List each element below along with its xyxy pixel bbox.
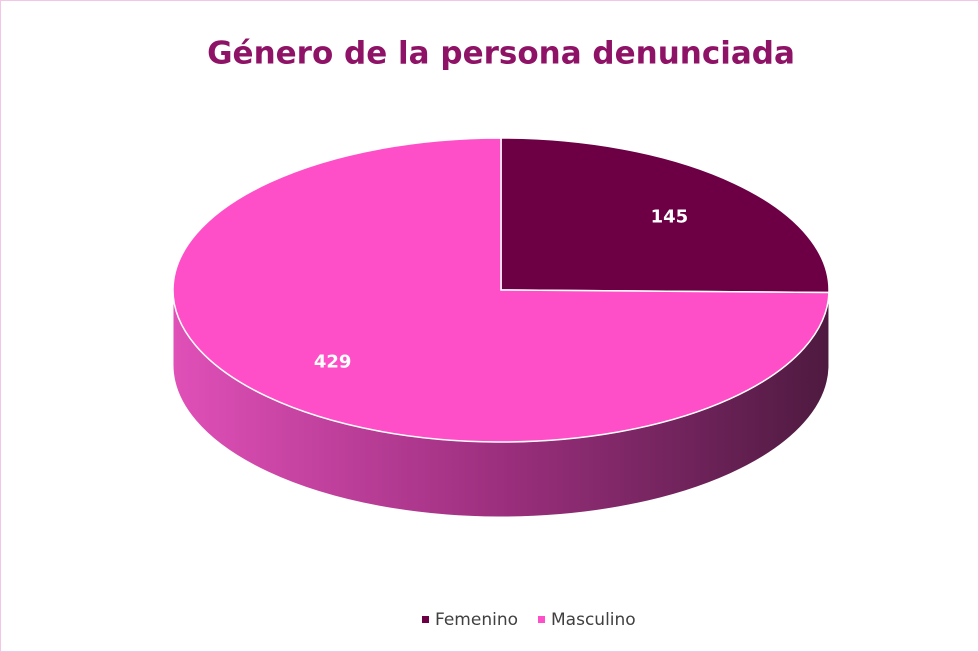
chart-title: Género de la persona denunciada (207, 36, 795, 72)
pie: 145 429 (172, 137, 830, 518)
pie-slice (172, 137, 830, 443)
data-label: 145 (651, 207, 689, 228)
legend-swatch (422, 616, 429, 623)
legend-label: Femenino (435, 610, 518, 630)
pie-slice (500, 137, 830, 294)
legend-swatch (538, 616, 545, 623)
legend-label: Masculino (551, 610, 636, 630)
legend: Femenino Masculino (422, 610, 636, 630)
data-label: 429 (314, 351, 352, 372)
